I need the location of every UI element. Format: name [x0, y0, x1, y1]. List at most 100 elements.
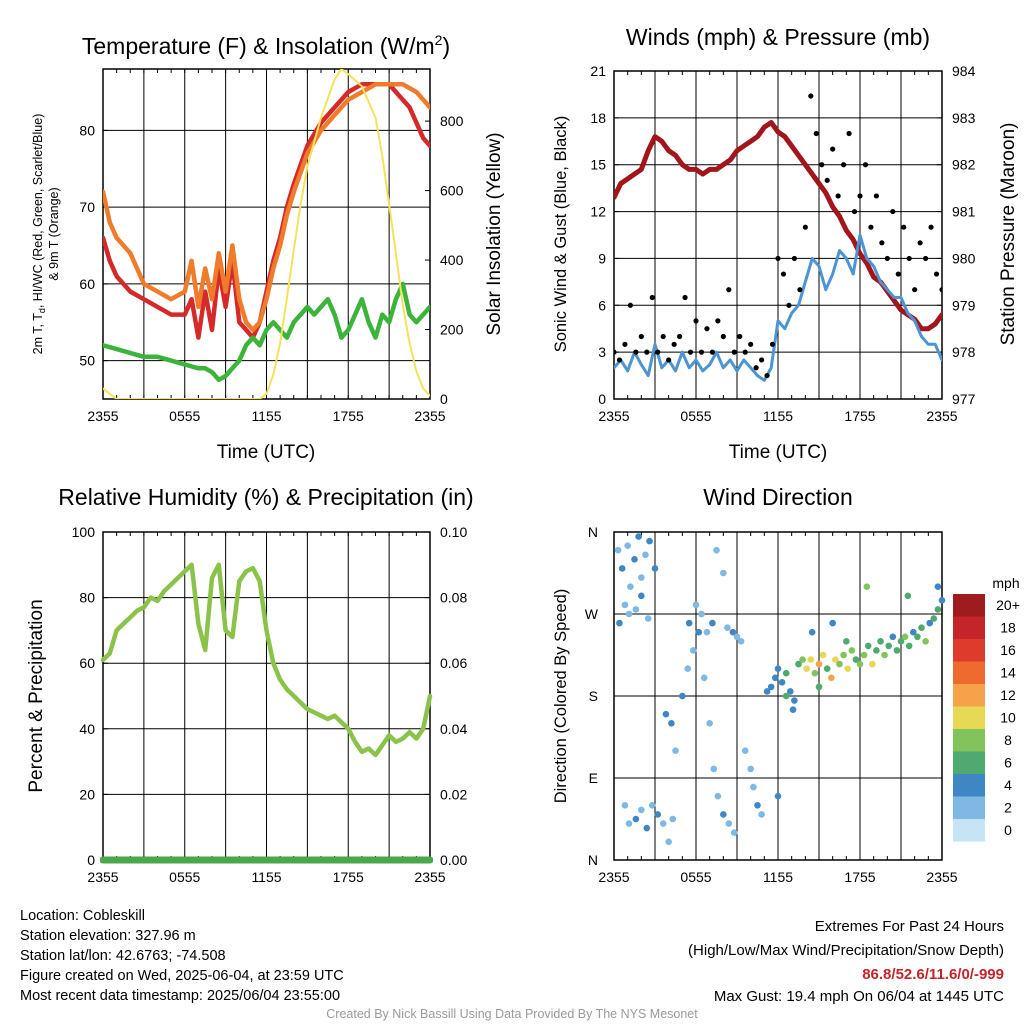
temperature-right-tick-label: 400 [440, 252, 464, 268]
direction-point [930, 615, 938, 622]
direction-point [669, 815, 677, 823]
heat_index-line [103, 82, 430, 333]
recent-data-label: Most recent data timestamp: 2025/06/04 2… [20, 988, 341, 1004]
humidity-right-tick-label: 0.06 [440, 655, 467, 671]
gust-point [906, 255, 912, 262]
direction-point [648, 802, 656, 809]
winds-xtick-label: 2355 [598, 408, 629, 424]
direction-point [799, 656, 806, 663]
colorbar-label: 2 [1004, 800, 1012, 816]
direction-point [625, 820, 633, 827]
winds-xtick-label: 1755 [844, 408, 875, 424]
colorbar-label: 18 [1000, 620, 1016, 636]
gust-point [835, 193, 841, 199]
winds-right-tick-label: 984 [952, 63, 976, 79]
direction-point [881, 651, 888, 659]
direction-point [856, 660, 864, 668]
direction-point [774, 665, 782, 672]
colorbar-label: 10 [1000, 710, 1016, 726]
winds-right-tick-label: 977 [952, 391, 976, 407]
direction-point [843, 638, 850, 645]
gust-point [890, 208, 896, 215]
direction-point [771, 674, 779, 682]
temperature-frame: 2355 0555 1155 1755 235550607080020040060080… [79, 68, 464, 424]
gust-point [884, 255, 890, 262]
direction-point [665, 838, 672, 846]
direction-point [668, 720, 675, 727]
gust-point [873, 193, 880, 199]
gust-point [879, 240, 885, 246]
humidity-left-tick-label: 80 [79, 590, 95, 606]
humidity-right-tick-label: 0.00 [440, 852, 467, 868]
colorbar-swatch [953, 819, 985, 842]
colorbar-swatch [953, 774, 985, 797]
winds-left-tick-label: 3 [598, 344, 606, 360]
direction-xtick-label: 1155 [763, 869, 793, 885]
direction-point [747, 765, 754, 773]
direction-point [901, 633, 909, 641]
direction-point [741, 747, 749, 754]
direction-point [889, 633, 897, 641]
direction-point [922, 638, 929, 645]
gust-point [824, 177, 830, 183]
humidity-left-tick-label: 100 [72, 524, 96, 540]
colorbar-label: 14 [1000, 665, 1016, 681]
direction-point [698, 610, 705, 618]
direction-point [618, 565, 626, 572]
direction-point [720, 569, 727, 577]
credit-line: Created By Nick Bassill Using Data Provi… [326, 1007, 698, 1021]
colorbar-title: mph [992, 575, 1019, 591]
direction-point [789, 706, 797, 713]
direction-point [914, 633, 921, 641]
direction-point [918, 624, 925, 631]
gust-point [726, 287, 732, 293]
gust-point [780, 271, 787, 277]
temperature-xtick-label: 1155 [251, 408, 281, 424]
colorbar-swatch [953, 706, 985, 729]
gust-point [928, 224, 934, 230]
temperature-y2label: Solar Insolation (Yellow) [484, 132, 505, 335]
humidity-xtick-label: 2355 [414, 869, 445, 885]
gust-point [939, 287, 942, 293]
gust-point [693, 318, 699, 324]
gust-point [933, 271, 940, 277]
direction-point [808, 628, 816, 636]
direction-point [651, 565, 659, 572]
gust-point [802, 224, 808, 230]
gust-point [671, 341, 677, 347]
created-label: Figure created on Wed, 2025-06-04, at 23… [20, 968, 344, 984]
direction-point [730, 829, 738, 836]
latlon-label: Station lat/lon: 42.6763; -74.508 [20, 948, 226, 964]
direction-point [700, 674, 708, 682]
direction-title: Wind Direction [703, 484, 853, 510]
winds-right-tick-label: 978 [952, 344, 976, 360]
dewpoint-line [103, 281, 430, 383]
winds-right-tick-label: 980 [952, 250, 976, 266]
temperature-series [103, 69, 430, 399]
direction-point [625, 610, 633, 618]
direction-point [787, 688, 794, 695]
direction-point [897, 638, 905, 645]
gust-point [614, 349, 617, 355]
direction-point [703, 628, 711, 636]
direction-point [860, 651, 868, 659]
gust-point [851, 208, 858, 215]
direction-point [632, 606, 640, 613]
direction-points [614, 533, 946, 846]
direction-xtick-label: 2355 [926, 869, 957, 885]
colorbar-swatch [953, 796, 985, 819]
gust-point [764, 372, 770, 379]
direction-point [638, 592, 645, 600]
direction-point [616, 619, 623, 627]
direction-point [733, 633, 741, 641]
winds-left-tick-label: 12 [590, 204, 606, 220]
direction-point [767, 683, 775, 691]
gust-point [813, 130, 819, 137]
direction-point [621, 601, 629, 609]
direction-point [685, 619, 693, 627]
gust-point [862, 162, 869, 168]
gust-point [687, 349, 694, 355]
temperature-right-tick-label: 200 [440, 322, 464, 338]
elevation-label: Station elevation: 327.96 m [20, 928, 196, 944]
